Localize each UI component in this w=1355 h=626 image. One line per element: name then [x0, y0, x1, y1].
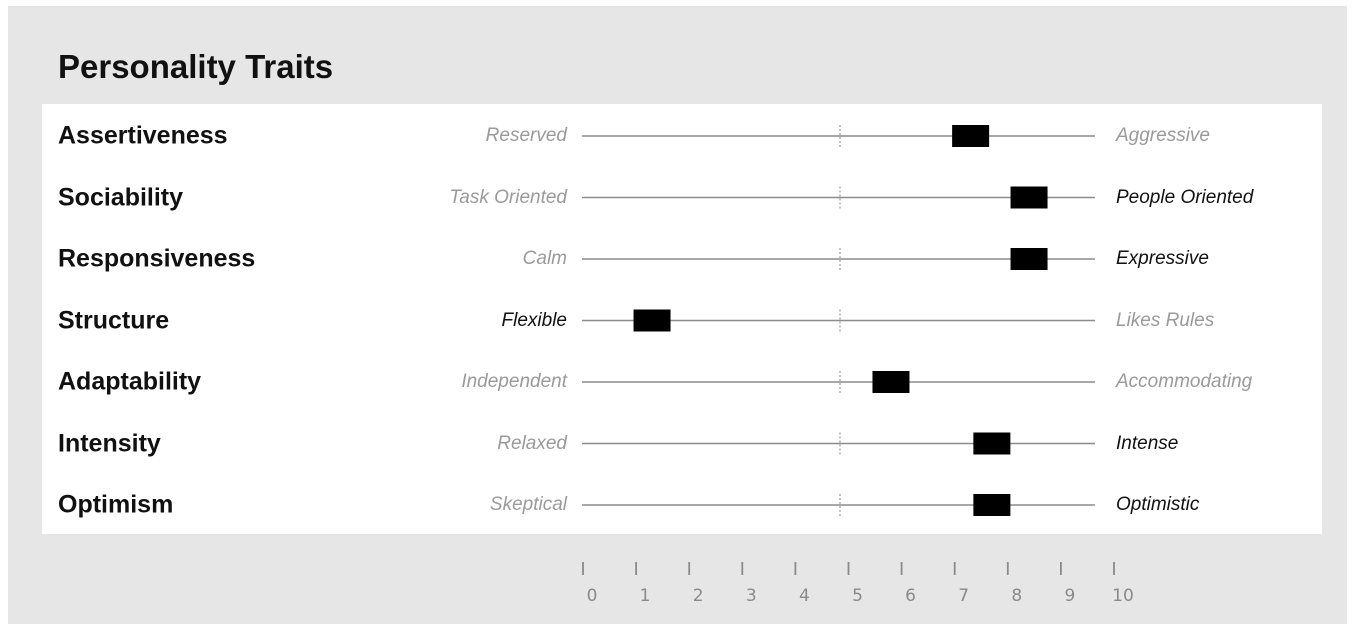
axis-tick-label: 7 — [958, 586, 970, 606]
trait-low-label: Calm — [522, 248, 567, 269]
axis-tick-label: 1 — [639, 586, 651, 606]
trait-high-label: Intense — [1116, 432, 1179, 454]
trait-high-label: Accommodating — [1116, 371, 1253, 392]
trait-name: Assertiveness — [58, 121, 228, 150]
trait-high-label: Optimistic — [1116, 494, 1200, 515]
traits-area — [42, 104, 1322, 534]
trait-high-label: Likes Rules — [1116, 309, 1215, 331]
trait-name: Optimism — [58, 490, 174, 519]
trait-name: Responsiveness — [58, 244, 256, 273]
trait-value-marker — [973, 494, 1011, 516]
trait-low-label: Independent — [461, 371, 567, 392]
trait-name: Adaptability — [58, 367, 202, 396]
trait-name: Intensity — [58, 429, 161, 457]
trait-name: Sociability — [58, 183, 184, 211]
axis-tick-label: 2 — [692, 586, 704, 606]
axis-tick-label: 3 — [745, 586, 757, 606]
trait-low-label: Skeptical — [489, 494, 567, 515]
chart-title: Personality Traits — [58, 48, 334, 85]
trait-low-label: Reserved — [485, 125, 567, 146]
trait-high-label: Expressive — [1116, 248, 1209, 269]
axis-tick-label: 0 — [586, 586, 598, 606]
axis-tick-label: 5 — [852, 586, 863, 606]
trait-high-label: Aggressive — [1116, 125, 1210, 146]
trait-value-marker — [633, 309, 671, 332]
trait-value-marker — [973, 432, 1011, 455]
axis-tick-label: 9 — [1064, 586, 1076, 606]
axis-tick-label: 6 — [905, 586, 917, 606]
axis-tick-label: 10 — [1112, 586, 1134, 606]
trait-name: Structure — [58, 306, 170, 334]
axis-tick-label: 8 — [1011, 586, 1023, 606]
axis-tick-label: 4 — [798, 586, 810, 606]
trait-low-label: Flexible — [501, 309, 567, 331]
trait-high-label: People Oriented — [1116, 186, 1254, 208]
trait-value-marker — [1010, 186, 1048, 209]
trait-low-label: Task Oriented — [449, 186, 567, 208]
trait-value-marker — [872, 371, 910, 393]
trait-low-label: Relaxed — [497, 432, 567, 454]
trait-value-marker — [1010, 248, 1048, 270]
trait-value-marker — [952, 125, 990, 147]
